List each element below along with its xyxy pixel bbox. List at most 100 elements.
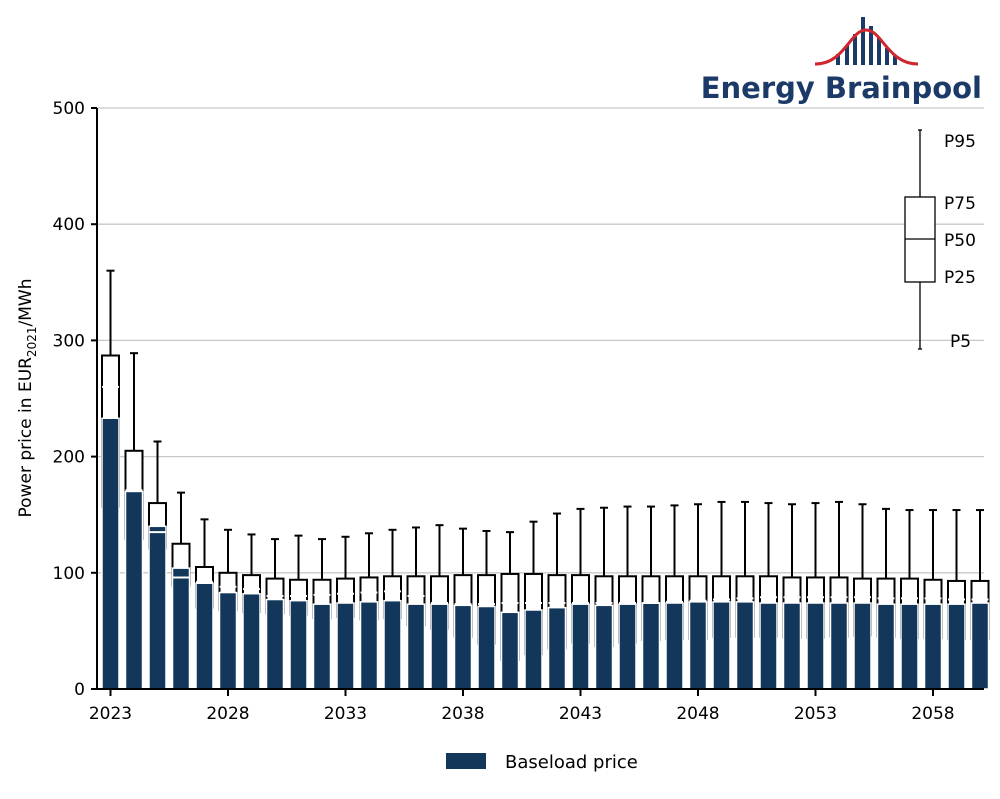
box-2032 — [312, 538, 332, 690]
box-2059 — [947, 509, 966, 690]
box-2047 — [665, 504, 684, 690]
baseload-bar — [195, 582, 214, 690]
box-2041 — [524, 520, 543, 690]
baseload-bar — [124, 490, 144, 690]
box-2053 — [806, 502, 825, 690]
y-axis-label-main: Power price in EUR — [16, 357, 36, 518]
baseload-bar — [148, 525, 167, 690]
box-2030 — [265, 538, 285, 690]
key-label-p50: P50 — [944, 231, 976, 251]
legend-label: Baseload price — [505, 752, 638, 773]
y-tick-label: 500 — [53, 99, 85, 119]
baseload-bar — [712, 601, 731, 690]
baseload-bar — [970, 602, 990, 690]
box-2036 — [406, 526, 426, 690]
box-2050 — [735, 500, 755, 690]
baseload-bar — [947, 603, 966, 690]
logo-text: Energy Brainpool — [701, 71, 982, 105]
x-tick-label: 2053 — [794, 704, 837, 724]
y-tick-label: 100 — [53, 564, 85, 584]
key-label-p95: P95 — [944, 132, 976, 152]
box-2037 — [430, 524, 449, 690]
box-2029 — [242, 533, 261, 690]
baseload-bar — [641, 602, 661, 690]
baseload-bar — [312, 603, 332, 690]
logo-bars-icon — [814, 17, 919, 66]
box-2052 — [782, 503, 802, 690]
y-axis-label: Power price in EUR2021/MWh — [16, 279, 39, 518]
x-tick-label: 2043 — [559, 704, 602, 724]
box-2028 — [218, 528, 238, 690]
baseload-bar — [359, 601, 379, 690]
x-axis-ticks: 2023 2028 2033 2038 2043 2048 2053 2058 — [89, 689, 955, 724]
key-label-p25: P25 — [944, 268, 976, 288]
box-2058 — [923, 509, 943, 690]
box-2035 — [383, 528, 402, 690]
box-2040 — [500, 531, 520, 690]
x-tick-label: 2033 — [324, 704, 367, 724]
baseload-bar — [900, 603, 919, 690]
x-tick-label: 2028 — [206, 704, 249, 724]
baseload-bar — [406, 603, 426, 690]
percentile-key: P95 P75 P50 P25 P5 — [904, 129, 976, 352]
box-2034 — [359, 532, 379, 690]
y-tick-label: 400 — [53, 215, 85, 235]
baseload-bar — [829, 602, 849, 690]
boxes — [101, 269, 990, 690]
box-2045 — [618, 505, 637, 690]
y-axis-label-sub: 2021 — [25, 327, 39, 358]
key-label-p75: P75 — [944, 194, 976, 214]
baseload-bar — [923, 603, 943, 690]
box-2042 — [547, 512, 567, 690]
baseload-bar — [101, 417, 120, 690]
y-tick-label: 300 — [53, 331, 85, 351]
baseload-bar — [571, 603, 590, 690]
baseload-bar — [453, 604, 473, 690]
baseload-bar — [430, 603, 449, 690]
box-2046 — [641, 505, 661, 690]
x-tick-label: 2023 — [89, 704, 132, 724]
baseload-bar — [853, 602, 872, 690]
baseload-bar — [289, 599, 308, 690]
baseload-bar — [876, 603, 896, 690]
baseload-bar — [782, 602, 802, 690]
box-2033 — [336, 535, 355, 690]
baseload-bar — [665, 602, 684, 690]
x-tick-label: 2038 — [441, 704, 484, 724]
box-2043 — [571, 507, 590, 690]
x-tick-label: 2048 — [676, 704, 719, 724]
baseload-bar — [524, 609, 543, 690]
box-2027 — [195, 518, 214, 690]
baseload-bar — [242, 592, 261, 690]
baseload-bar — [171, 567, 191, 690]
box-2049 — [712, 500, 731, 690]
box-2039 — [477, 529, 496, 690]
box-2054 — [829, 500, 849, 690]
baseload-bar — [477, 605, 496, 690]
gridlines — [97, 107, 984, 574]
y-tick-label: 0 — [74, 680, 85, 700]
box-2048 — [688, 503, 708, 690]
key-label-p5: P5 — [950, 332, 971, 352]
baseload-bar — [759, 602, 778, 690]
box-2026 — [171, 491, 191, 690]
legend: Baseload price — [446, 752, 638, 773]
baseload-bar — [218, 591, 238, 690]
box-2044 — [594, 506, 614, 690]
y-tick-label: 200 — [53, 448, 85, 468]
baseload-bar — [336, 602, 355, 690]
box-2060 — [970, 509, 990, 690]
legend-swatch — [446, 753, 486, 769]
y-axis-ticks: 0 100 200 300 400 500 — [53, 99, 97, 700]
baseload-bar — [383, 599, 402, 690]
box-2024 — [124, 352, 144, 690]
y-axis-label-tail: /MWh — [16, 279, 36, 327]
baseload-bar — [688, 601, 708, 690]
box-2023 — [101, 269, 120, 690]
baseload-bar — [618, 603, 637, 690]
baseload-bar — [806, 602, 825, 690]
box-2056 — [876, 507, 896, 690]
baseload-bar — [594, 604, 614, 690]
box-2055 — [853, 503, 872, 690]
